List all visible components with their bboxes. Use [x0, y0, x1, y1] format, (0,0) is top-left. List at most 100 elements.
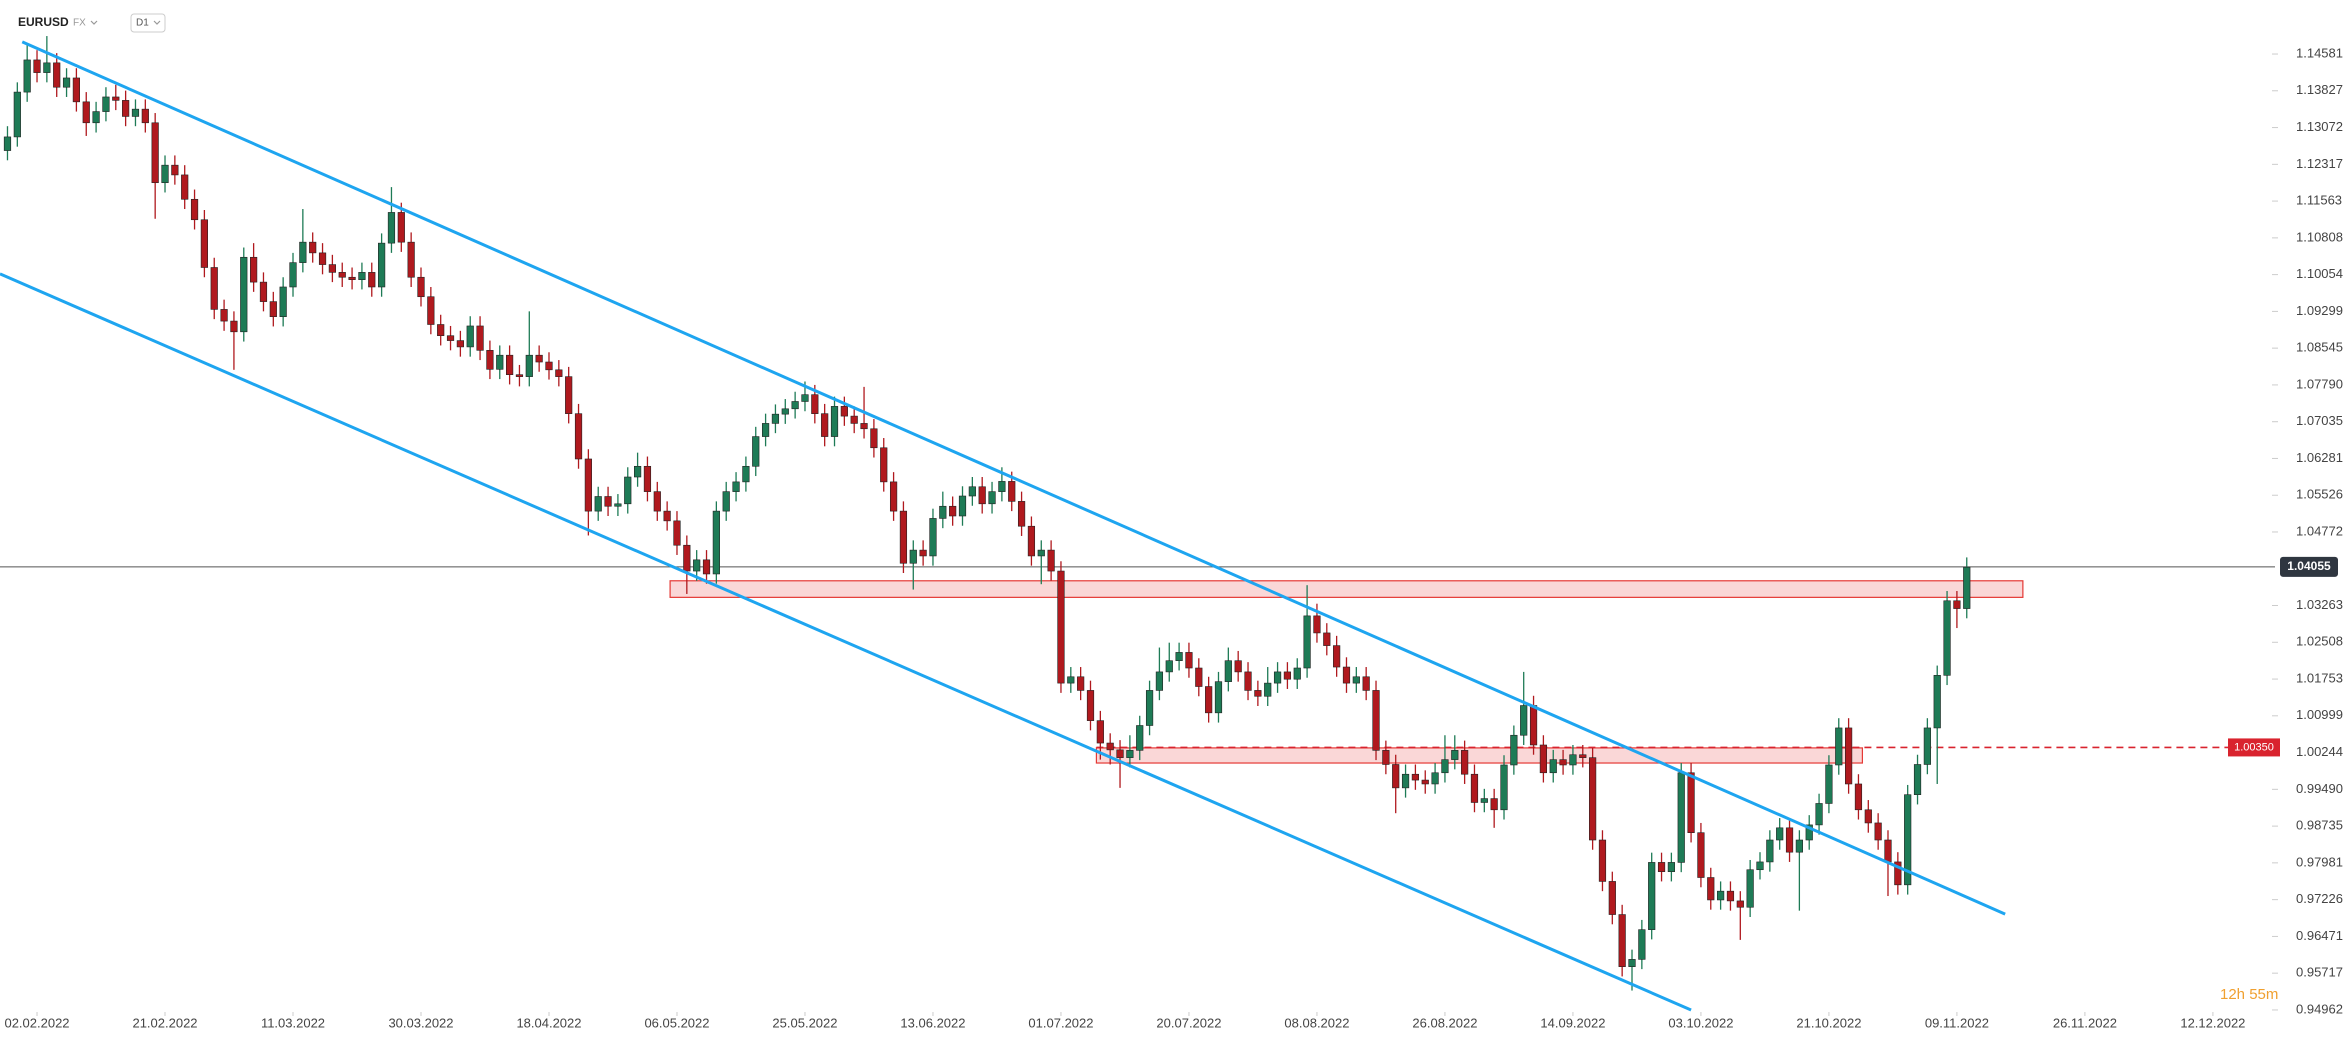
x-tick-label: 01.07.2022 [1028, 1015, 1093, 1030]
y-tick-label: 0.99490 [2296, 781, 2343, 796]
candle-body [909, 549, 917, 564]
candle-body [1086, 690, 1095, 721]
x-tick-label: 12.12.2022 [2180, 1015, 2245, 1030]
candle-body [1648, 862, 1656, 930]
candle-body [456, 340, 464, 348]
candle-body [1313, 615, 1321, 634]
candle-body [131, 108, 140, 117]
candle-body [141, 108, 149, 124]
candle-body [289, 262, 297, 288]
candle-body [1008, 481, 1016, 502]
candle-body [1224, 660, 1232, 682]
symbol[interactable]: EURUSD [18, 15, 69, 29]
x-tick-label: 21.02.2022 [132, 1015, 197, 1030]
candle-body [1736, 900, 1744, 908]
candle-body [318, 252, 327, 265]
candle-body [1894, 861, 1902, 886]
candle-body [328, 264, 336, 273]
candle-body [1342, 666, 1351, 684]
trendline [21, 40, 2006, 916]
candle-body [1510, 734, 1518, 766]
x-tick-label: 18.04.2022 [516, 1015, 581, 1030]
y-tick-label: 0.98735 [2296, 818, 2343, 833]
candle-body [939, 505, 947, 519]
candle-body [1244, 671, 1252, 691]
x-tick-label: 11.03.2022 [261, 1015, 325, 1030]
interval-dropdown[interactable] [153, 20, 161, 25]
candle-body [949, 505, 957, 517]
candle-body [1047, 549, 1055, 572]
candle-body [1854, 783, 1863, 811]
y-tick-label: 0.97226 [2296, 891, 2343, 906]
candle-body [574, 413, 583, 460]
interval[interactable]: D1 [136, 18, 149, 29]
candle-body [545, 361, 553, 371]
candle-body [702, 559, 711, 575]
candle-body [1569, 754, 1577, 766]
candle-body [417, 276, 425, 298]
candle-body [151, 122, 159, 184]
x-tick-label: 03.10.2022 [1668, 1015, 1733, 1030]
symbol-dropdown[interactable] [90, 20, 98, 25]
candle-body [1913, 764, 1922, 795]
candle-body [1106, 742, 1114, 751]
candle-body [1234, 660, 1242, 673]
candle-body [663, 510, 671, 522]
candle-body [1667, 862, 1675, 872]
candle-body [761, 423, 770, 437]
candle-body [309, 241, 317, 254]
candle-body [781, 408, 789, 415]
candle-body [801, 394, 809, 402]
candle-body [407, 241, 415, 278]
candle-body [830, 406, 839, 437]
candle-body [437, 324, 445, 337]
candle-body [368, 272, 376, 288]
candle-body [929, 518, 937, 557]
candle-body [1480, 798, 1488, 803]
candle-body [1470, 773, 1479, 803]
candle-body [1717, 890, 1725, 901]
y-tick-label: 0.95717 [2296, 965, 2343, 980]
y-tick-label: 0.96471 [2296, 928, 2343, 943]
interval-box[interactable] [130, 13, 166, 33]
candle-body [1175, 652, 1183, 661]
candle-body [378, 242, 386, 288]
candle-body [1953, 600, 1961, 609]
candle-body [821, 413, 829, 437]
candle-body [958, 495, 967, 517]
candle-body [515, 374, 524, 377]
y-tick-label: 1.00999 [2296, 707, 2343, 722]
candle-body [1874, 822, 1882, 841]
candle-body [1884, 839, 1892, 863]
candle-body [1145, 690, 1154, 726]
candle-body [565, 376, 573, 414]
candle-body [1057, 570, 1065, 684]
candle-body [1638, 929, 1646, 960]
y-tick-label: 1.05526 [2296, 487, 2343, 502]
candle-body [1500, 764, 1508, 811]
candle-body [1451, 750, 1459, 760]
candle-timer: 12h 55m [2220, 986, 2278, 1003]
candle-body [643, 465, 652, 492]
candle-body [1559, 759, 1567, 766]
candle-body [742, 465, 750, 483]
current-price-label: 1.04055 [2287, 559, 2331, 573]
candle-body [614, 503, 622, 507]
candle-body [968, 486, 976, 497]
candle-body [348, 276, 356, 280]
x-tick-label: 06.05.2022 [644, 1015, 709, 1030]
y-tick-label: 1.13827 [2296, 82, 2343, 97]
x-tick-label: 25.05.2022 [772, 1015, 837, 1030]
candle-body [870, 428, 878, 449]
candle-body [1845, 727, 1853, 785]
candle-body [988, 491, 996, 505]
trendline [0, 272, 1692, 1012]
candle-body [1795, 839, 1803, 853]
candle-body [1490, 798, 1498, 811]
candle-body [811, 394, 819, 414]
candle-body [1431, 772, 1439, 785]
candle-body [1608, 881, 1616, 915]
candle-body [604, 496, 612, 507]
level-label-box [2228, 738, 2280, 757]
